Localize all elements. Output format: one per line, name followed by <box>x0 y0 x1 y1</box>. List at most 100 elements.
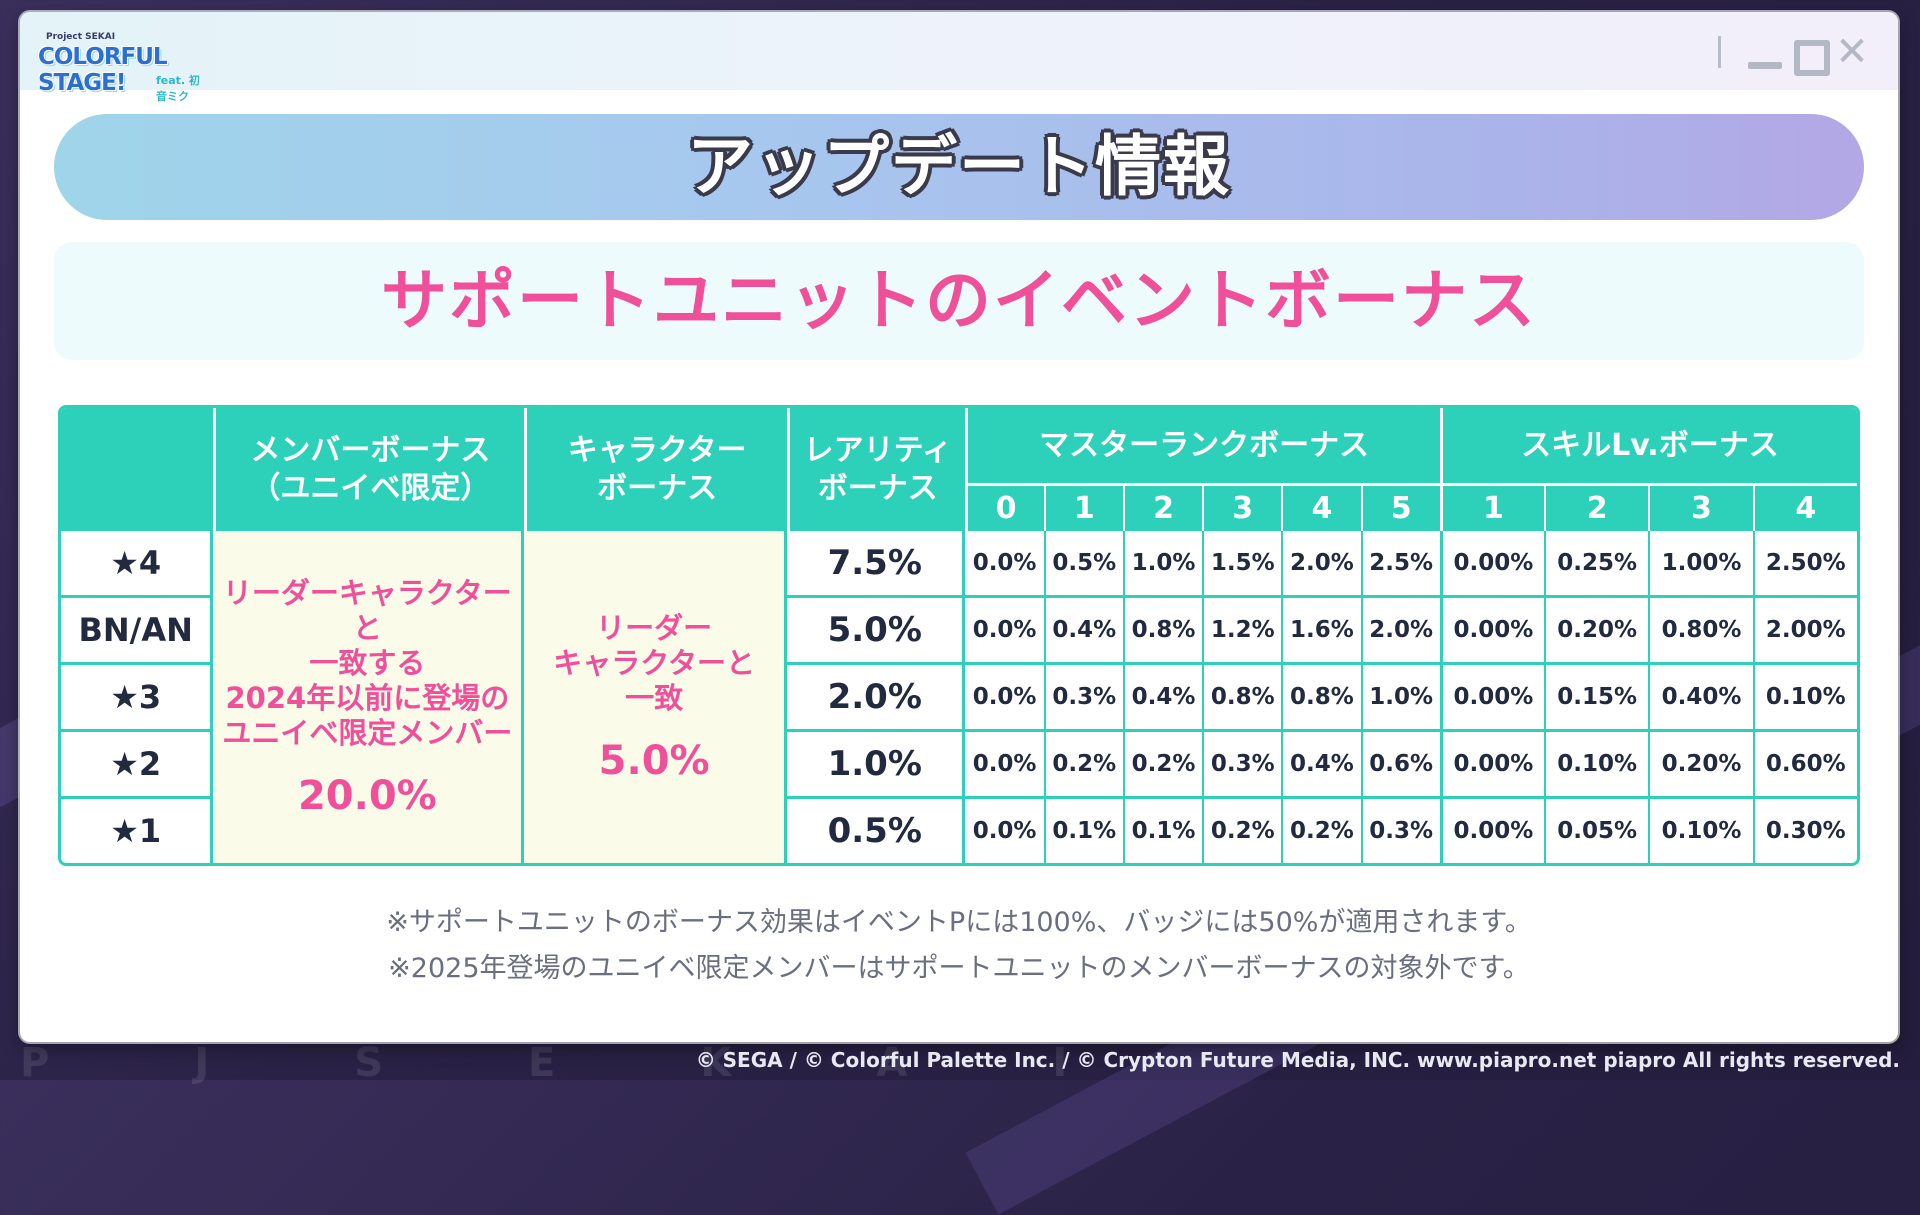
master-rank-value: 1.6% <box>1281 595 1361 662</box>
member-bonus-desc-line: リーダーキャラクターと <box>222 575 512 645</box>
footnote: ※2025年登場のユニイベ限定メンバーはサポートユニットのメンバーボーナスの対象… <box>388 953 1530 984</box>
skill-lv-value: 0.00% <box>1439 796 1545 863</box>
background-letter: P <box>20 1040 50 1086</box>
header-member-bonus: メンバーボーナス （ユニイベ限定） <box>213 408 525 531</box>
master-rank-value: 0.4% <box>1043 595 1123 662</box>
title-bar: Project SEKAI COLORFUL STAGE! feat. 初音ミク… <box>20 12 1898 103</box>
master-rank-value: 0.4% <box>1122 662 1203 729</box>
skill-lv-value: 0.30% <box>1752 796 1857 863</box>
row-label: ★2 <box>61 729 214 796</box>
skill-lv-value: 0.00% <box>1439 595 1545 662</box>
header-skill-level: 3 <box>1648 483 1753 531</box>
header-master-level: 1 <box>1043 483 1123 531</box>
master-rank-value: 0.0% <box>972 550 1037 576</box>
header-master-rank: マスターランクボーナス <box>965 408 1440 483</box>
rarity-bonus-value: 5.0% <box>787 595 966 662</box>
close-icon[interactable]: ✕ <box>1835 29 1869 75</box>
character-bonus-desc-line: キャラクターと <box>553 645 756 680</box>
skill-lv-value: 2.00% <box>1752 595 1857 662</box>
background-letter: S <box>354 1040 384 1086</box>
member-bonus-desc-line: 2024年以前に登場の <box>225 680 510 715</box>
skill-lv-value: 0.10% <box>1544 729 1649 796</box>
master-rank-value: 0.2% <box>1281 796 1361 863</box>
skill-lv-value: 0.05% <box>1544 796 1649 863</box>
member-bonus-desc-line: 一致する <box>309 645 426 680</box>
maximize-icon[interactable] <box>1794 40 1830 76</box>
header-member-bonus-line1: メンバーボーナス <box>250 432 491 468</box>
table-row: ★2 1.0% 0.0% 0.2% 0.2% 0.3% 0.4% 0.6% 0.… <box>61 729 1857 796</box>
master-rank-value: 0.4% <box>1281 729 1361 796</box>
footnotes: ※サポートユニットのボーナス効果はイベントPには100%、バッジには50%が適用… <box>20 900 1898 992</box>
bonus-table: メンバーボーナス （ユニイベ限定） キャラクター ボーナス レアリティ ボーナス… <box>58 405 1860 866</box>
copyright-text: © SEGA / © Colorful Palette Inc. / © Cry… <box>695 1048 1900 1072</box>
skill-lv-value: 0.40% <box>1648 662 1753 729</box>
background-letters: P J S E K A I <box>20 1040 1067 1086</box>
master-rank-value: 0.0% <box>965 595 1044 662</box>
header-skill-level: 1 <box>1439 483 1545 531</box>
master-rank-value: 2.0% <box>1360 595 1440 662</box>
skill-lv-value: 0.10% <box>1752 662 1857 729</box>
table-row: ★4 リーダーキャラクターと 一致する 2024年以前に登場の ユニイベ限定メン… <box>61 531 1857 863</box>
master-rank-value: 0.2% <box>1202 796 1282 863</box>
rarity-bonus-value: 0.5% <box>787 796 966 863</box>
skill-lv-value: 0.20% <box>1648 729 1753 796</box>
master-rank-value: 0.3% <box>1043 662 1123 729</box>
header-master-level: 0 <box>965 483 1044 531</box>
row-label: ★4 <box>61 531 214 595</box>
character-bonus-desc-line: リーダー <box>596 610 713 645</box>
logo-subtitle: Project SEKAI <box>46 32 116 42</box>
info-window: Project SEKAI COLORFUL STAGE! feat. 初音ミク… <box>20 12 1898 1042</box>
master-rank-value: 0.0% <box>965 662 1044 729</box>
footnote: ※サポートユニットのボーナス効果はイベントPには100%、バッジには50%が適用… <box>386 907 1532 938</box>
row-label: ★1 <box>61 796 214 863</box>
background-letter: J <box>194 1040 210 1086</box>
character-bonus-desc-line: 一致 <box>625 680 684 715</box>
app-logo: Project SEKAI COLORFUL STAGE! feat. 初音ミク <box>28 20 210 103</box>
row-label: BN/AN <box>61 595 214 662</box>
master-rank-value: 0.8% <box>1281 662 1361 729</box>
skill-lv-value: 0.15% <box>1544 662 1649 729</box>
page-title: アップデート情報 <box>687 128 1231 205</box>
section-heading-box: サポートユニットのイベントボーナス <box>54 242 1864 360</box>
skill-lv-value: 0.10% <box>1648 796 1753 863</box>
table-row: ★1 0.5% 0.0% 0.1% 0.1% 0.2% 0.2% 0.3% 0.… <box>61 796 1857 863</box>
window-controls: ✕ <box>1718 29 1869 76</box>
header-skill-level: 4 <box>1752 483 1857 531</box>
skill-lv-value: 0.00% <box>1439 729 1545 796</box>
header-rarity-bonus: レアリティ ボーナス <box>787 408 966 531</box>
skill-lv-value: 0.60% <box>1752 729 1857 796</box>
master-rank-value: 0.8% <box>1122 595 1203 662</box>
rarity-bonus-value: 2.0% <box>787 662 966 729</box>
master-rank-value: 0.2% <box>1122 729 1203 796</box>
logo-title: COLORFUL STAGE! <box>38 44 168 96</box>
header-corner <box>61 408 214 531</box>
background-letter: K <box>700 1040 732 1086</box>
master-rank-value: 1.0% <box>1360 662 1440 729</box>
header-character-bonus: キャラクター ボーナス <box>524 408 787 531</box>
header-master-level: 4 <box>1281 483 1361 531</box>
table-row: BN/AN 5.0% 0.0% 0.4% 0.8% 1.2% 1.6% 2.0%… <box>61 595 1857 662</box>
header-character-bonus-line1: キャラクター <box>567 432 747 468</box>
skill-lv-value: 2.50% <box>1752 531 1857 595</box>
minimize-icon[interactable] <box>1748 62 1782 69</box>
header-banner: アップデート情報 <box>54 114 1864 220</box>
master-rank-value: 0.3% <box>1360 796 1440 863</box>
master-rank-value: 0.2% <box>1043 729 1123 796</box>
master-rank-value: 0.5% <box>1043 531 1123 595</box>
header-master-level: 5 <box>1360 483 1440 531</box>
background-letter: E <box>528 1040 556 1086</box>
master-rank-value: 0.1% <box>1122 796 1203 863</box>
skill-lv-value: 0.00% <box>1439 662 1545 729</box>
section-title: サポートユニットのイベントボーナス <box>381 262 1537 339</box>
header-master-level: 3 <box>1202 483 1282 531</box>
logo-feat: feat. 初音ミク <box>156 74 200 103</box>
skill-lv-value: 0.20% <box>1544 595 1649 662</box>
row-label: ★3 <box>61 662 214 729</box>
skill-lv-value: 1.00% <box>1648 531 1752 595</box>
master-rank-value: 0.0% <box>965 729 1044 796</box>
header-skill-level: 2 <box>1544 483 1649 531</box>
rarity-bonus-value: 7.5% <box>787 531 966 595</box>
header-member-bonus-line2: （ユニイベ限定） <box>250 470 491 506</box>
header-master-level: 2 <box>1122 483 1203 531</box>
master-rank-value: 1.2% <box>1202 595 1282 662</box>
